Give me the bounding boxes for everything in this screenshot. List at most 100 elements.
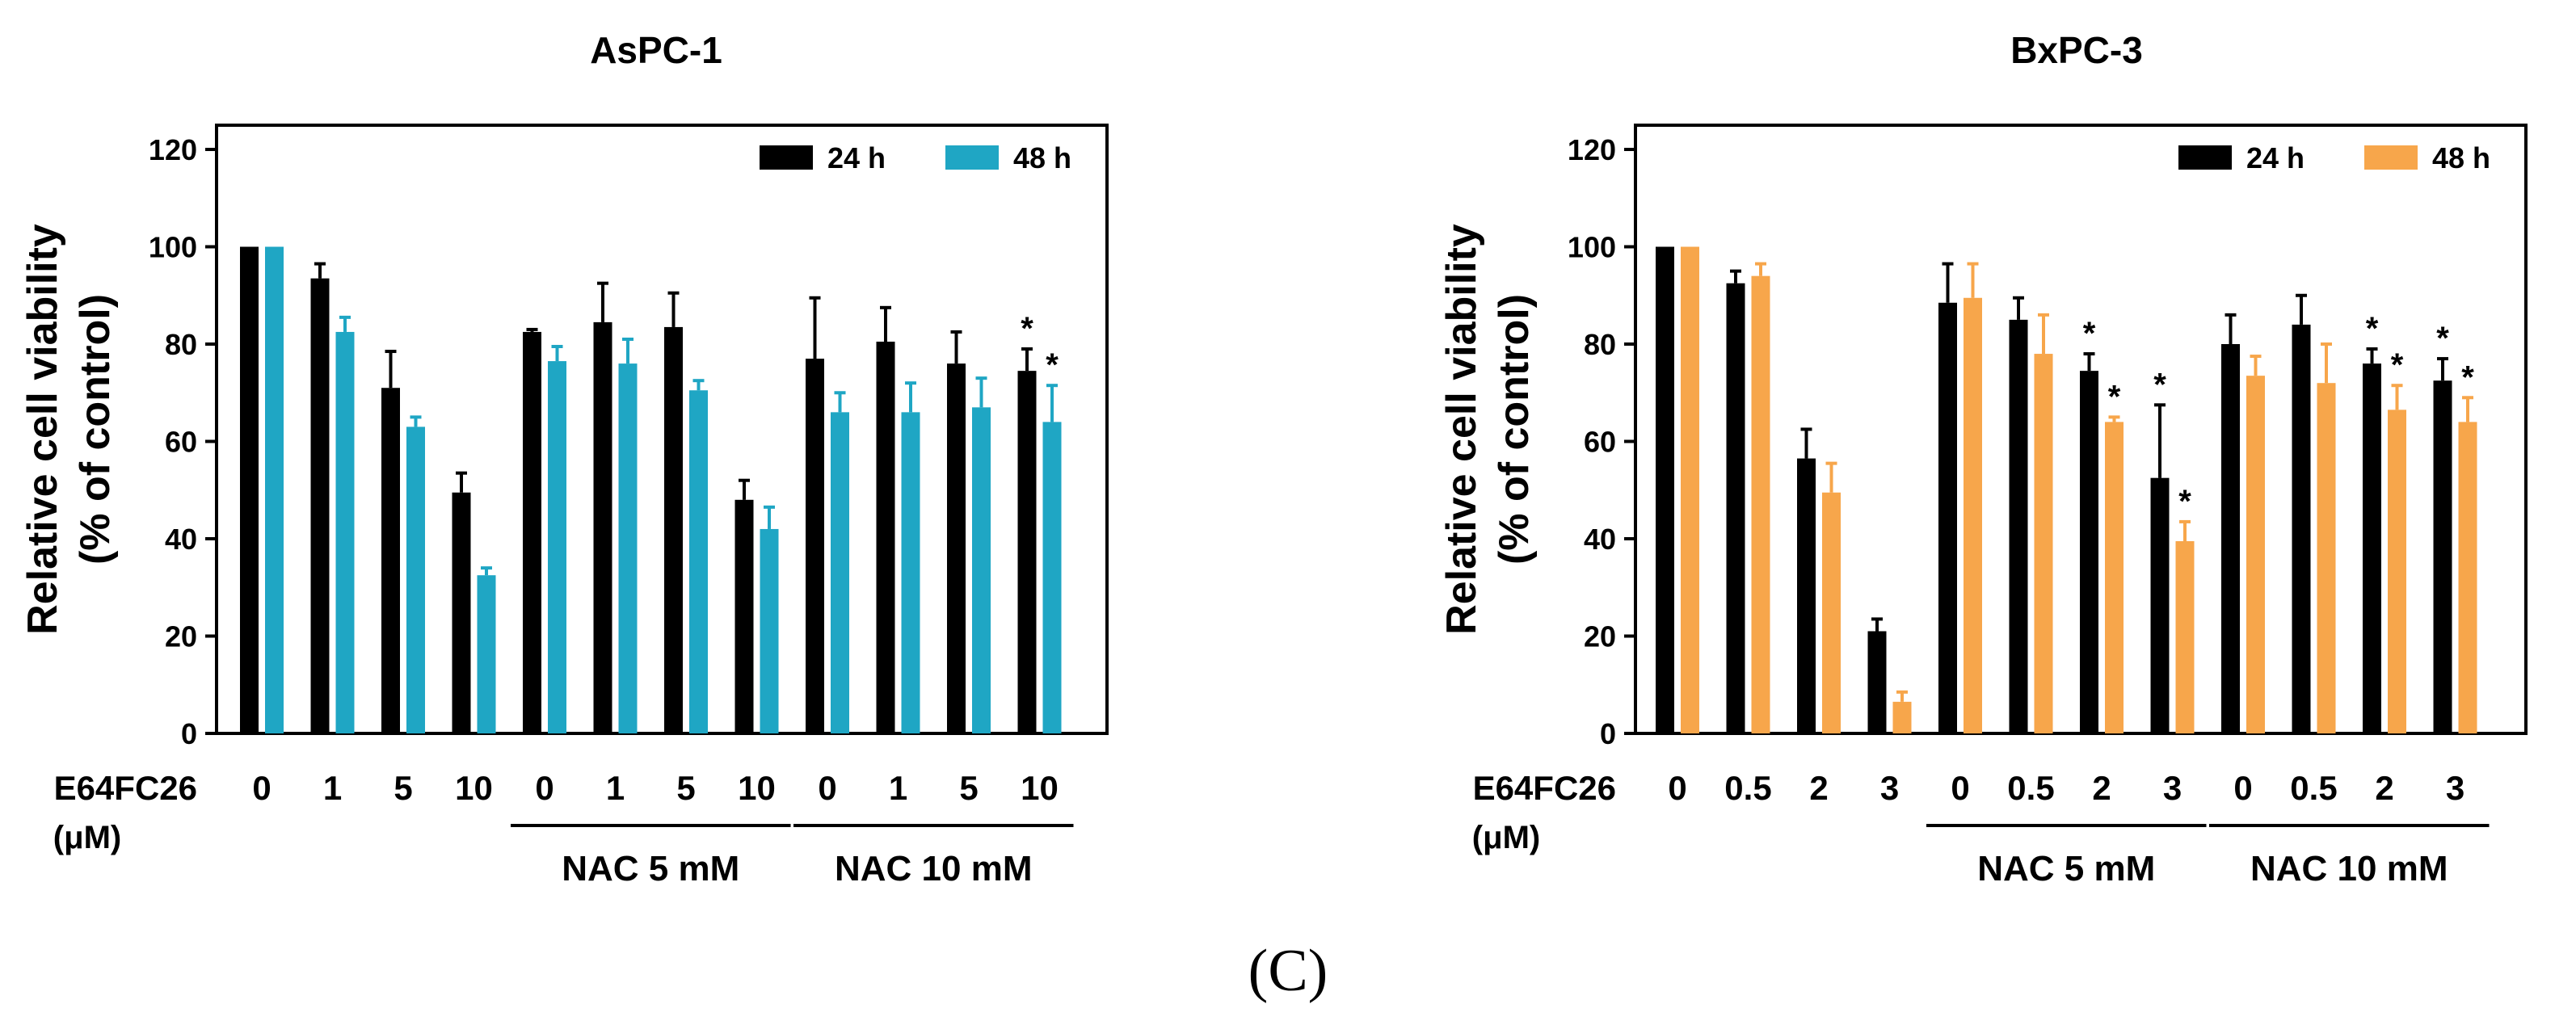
x-tick-label: 5 [959, 769, 978, 807]
y-tick-label: 20 [1584, 620, 1616, 653]
x-axis-prefix: E64FC26 [54, 769, 197, 807]
y-tick-label: 60 [165, 426, 197, 459]
bar-48h [1964, 297, 1982, 733]
significance-marker: * [1046, 347, 1059, 383]
group-label: NAC 5 mM [562, 849, 739, 888]
bar-24h [2221, 344, 2240, 733]
bar-48h [618, 363, 638, 733]
bar-48h [1892, 701, 1912, 733]
plot-frame [215, 124, 1109, 735]
legend-label: 48 h [1013, 141, 1071, 174]
bar-24h [452, 492, 471, 733]
group-label: NAC 10 mM [2250, 849, 2448, 888]
y-axis-label-2: (% of control) [1491, 294, 1538, 565]
significance-marker: * [1021, 311, 1033, 347]
bar-48h [1822, 492, 1841, 733]
significance-marker: * [2178, 484, 2191, 519]
bar-24h [1656, 246, 1674, 733]
x-tick-label: 0 [252, 769, 271, 807]
significance-marker: * [2461, 359, 2474, 395]
x-axis-unit: (μM) [1472, 820, 1540, 855]
y-axis-label-2: (% of control) [72, 294, 119, 565]
bar-24h [1867, 631, 1887, 733]
legend-swatch [2364, 145, 2418, 170]
bar-24h [1726, 283, 1745, 733]
bar-48h [265, 246, 284, 733]
y-axis-label: Relative cell viability [19, 224, 66, 635]
x-tick-label: 1 [606, 769, 625, 807]
x-tick-label: 0.5 [1724, 769, 1771, 807]
x-tick-label: 2 [2092, 769, 2111, 807]
x-tick-label: 3 [2446, 769, 2464, 807]
x-tick-label: 5 [676, 769, 695, 807]
bar-48h [1042, 422, 1062, 733]
bar-24h [664, 326, 683, 733]
bar-48h [901, 412, 920, 733]
bar-48h [2388, 410, 2406, 733]
panel-label: (C) [1248, 938, 1328, 1004]
group-label: NAC 10 mM [835, 849, 1033, 888]
chart-aspc1: AsPC-1 Relative cell viability (% of contr… [19, 29, 1109, 888]
y-tick-label: 0 [181, 717, 197, 750]
bar-48h [2246, 376, 2265, 733]
bar-48h [477, 575, 496, 733]
x-tick-label: 0 [535, 769, 554, 807]
bar-24h [734, 499, 754, 733]
legend-label: 24 h [2246, 141, 2305, 174]
x-axis-unit: (μM) [53, 820, 121, 855]
x-tick-label: 0 [1951, 769, 1969, 807]
bar-24h [310, 278, 330, 734]
bar-48h [972, 407, 991, 733]
x-tick-label: 10 [1021, 769, 1059, 807]
bar-24h [2150, 477, 2170, 733]
chart-title: AsPC-1 [590, 29, 722, 71]
chart-bxpc3: BxPC-3 Relative cell viability (% of contr… [1438, 29, 2528, 888]
y-tick-label: 100 [1568, 231, 1616, 264]
significance-marker: * [2153, 367, 2166, 402]
x-tick-label: 0 [2233, 769, 2252, 807]
bar-48h [2458, 422, 2477, 733]
bar-48h [689, 390, 708, 733]
x-tick-label: 1 [323, 769, 342, 807]
x-tick-label: 3 [1880, 769, 1899, 807]
group-label: NAC 5 mM [1977, 849, 2155, 888]
bar-48h [548, 361, 566, 733]
x-tick-label: 10 [738, 769, 776, 807]
y-tick-label: 80 [165, 328, 197, 361]
bar-24h [381, 388, 400, 733]
x-tick-label: 0.5 [2007, 769, 2054, 807]
bar-24h [1797, 458, 1816, 733]
bar-48h [1751, 275, 1770, 733]
bar-24h [2433, 380, 2452, 733]
x-tick-label: 10 [455, 769, 493, 807]
bar-24h [240, 246, 259, 733]
legend-swatch [945, 145, 999, 170]
bar-24h [876, 341, 895, 733]
x-tick-label: 2 [2375, 769, 2393, 807]
bar-48h [1681, 246, 1699, 733]
bar-48h [2317, 383, 2336, 733]
y-axis-label: Relative cell viability [1438, 224, 1485, 635]
y-tick-label: 40 [1584, 523, 1616, 556]
y-tick-label: 120 [149, 133, 197, 166]
x-axis-prefix: E64FC26 [1473, 769, 1616, 807]
legend-label: 24 h [827, 141, 886, 174]
x-tick-label: 0.5 [2290, 769, 2337, 807]
bar-24h [806, 359, 824, 733]
x-tick-label: 2 [1809, 769, 1828, 807]
y-tick-label: 0 [1600, 717, 1616, 750]
x-tick-label: 0 [1668, 769, 1686, 807]
significance-marker: * [2083, 316, 2096, 351]
bar-48h [406, 426, 425, 733]
significance-marker: * [2436, 321, 2449, 356]
significance-marker: * [2391, 347, 2404, 383]
x-tick-label: 0 [818, 769, 836, 807]
bar-48h [760, 528, 779, 733]
y-tick-label: 40 [165, 523, 197, 556]
bar-48h [2105, 422, 2124, 733]
bar-48h [831, 412, 849, 733]
y-tick-label: 20 [165, 620, 197, 653]
bar-24h [2009, 319, 2028, 733]
legend-swatch [760, 145, 813, 170]
